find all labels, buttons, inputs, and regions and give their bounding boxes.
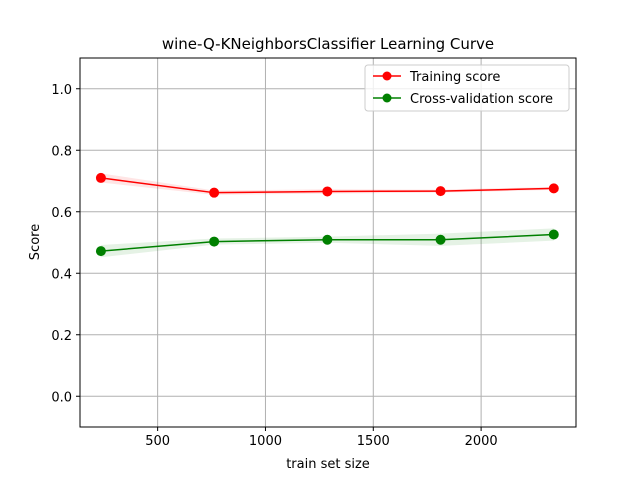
y-tick-label: 0.0 xyxy=(51,390,72,405)
series-points xyxy=(95,172,559,257)
y-tick-label: 0.8 xyxy=(51,144,72,159)
series-1-point xyxy=(548,229,559,240)
series-1-point xyxy=(322,234,333,245)
x-axis-ticks: 500 1000 1500 2000 xyxy=(145,427,498,449)
chart-title: wine-Q-KNeighborsClassifier Learning Cur… xyxy=(162,35,494,53)
x-axis-label: train set size xyxy=(286,457,370,472)
series-0-point xyxy=(95,172,106,183)
series-1-point xyxy=(95,246,106,257)
plot-frame xyxy=(79,57,577,428)
series-0-point xyxy=(209,187,220,198)
series-0-point xyxy=(322,186,333,197)
y-axis-ticks: 0.0 0.2 0.4 0.6 0.8 1.0 xyxy=(51,83,80,405)
x-tick-label: 1500 xyxy=(357,434,390,449)
x-tick-label: 1000 xyxy=(249,434,282,449)
legend-label: Cross-validation score xyxy=(410,92,553,107)
legend: Training score Cross-validation score xyxy=(364,64,570,112)
legend-swatch-marker xyxy=(382,71,392,81)
y-tick-label: 1.0 xyxy=(51,83,72,98)
series-0-point xyxy=(435,186,446,197)
y-tick-label: 0.4 xyxy=(51,267,72,282)
series-1-point xyxy=(435,234,446,245)
x-tick-label: 500 xyxy=(145,434,170,449)
y-tick-label: 0.6 xyxy=(51,206,72,221)
legend-box xyxy=(364,64,570,112)
x-tick-label: 2000 xyxy=(465,434,498,449)
y-tick-label: 0.2 xyxy=(51,329,72,344)
series-0-point xyxy=(548,183,559,194)
legend-label: Training score xyxy=(409,70,500,85)
legend-swatch-marker xyxy=(382,93,392,103)
y-axis-label: Score xyxy=(28,224,43,260)
series-1-point xyxy=(209,236,220,247)
